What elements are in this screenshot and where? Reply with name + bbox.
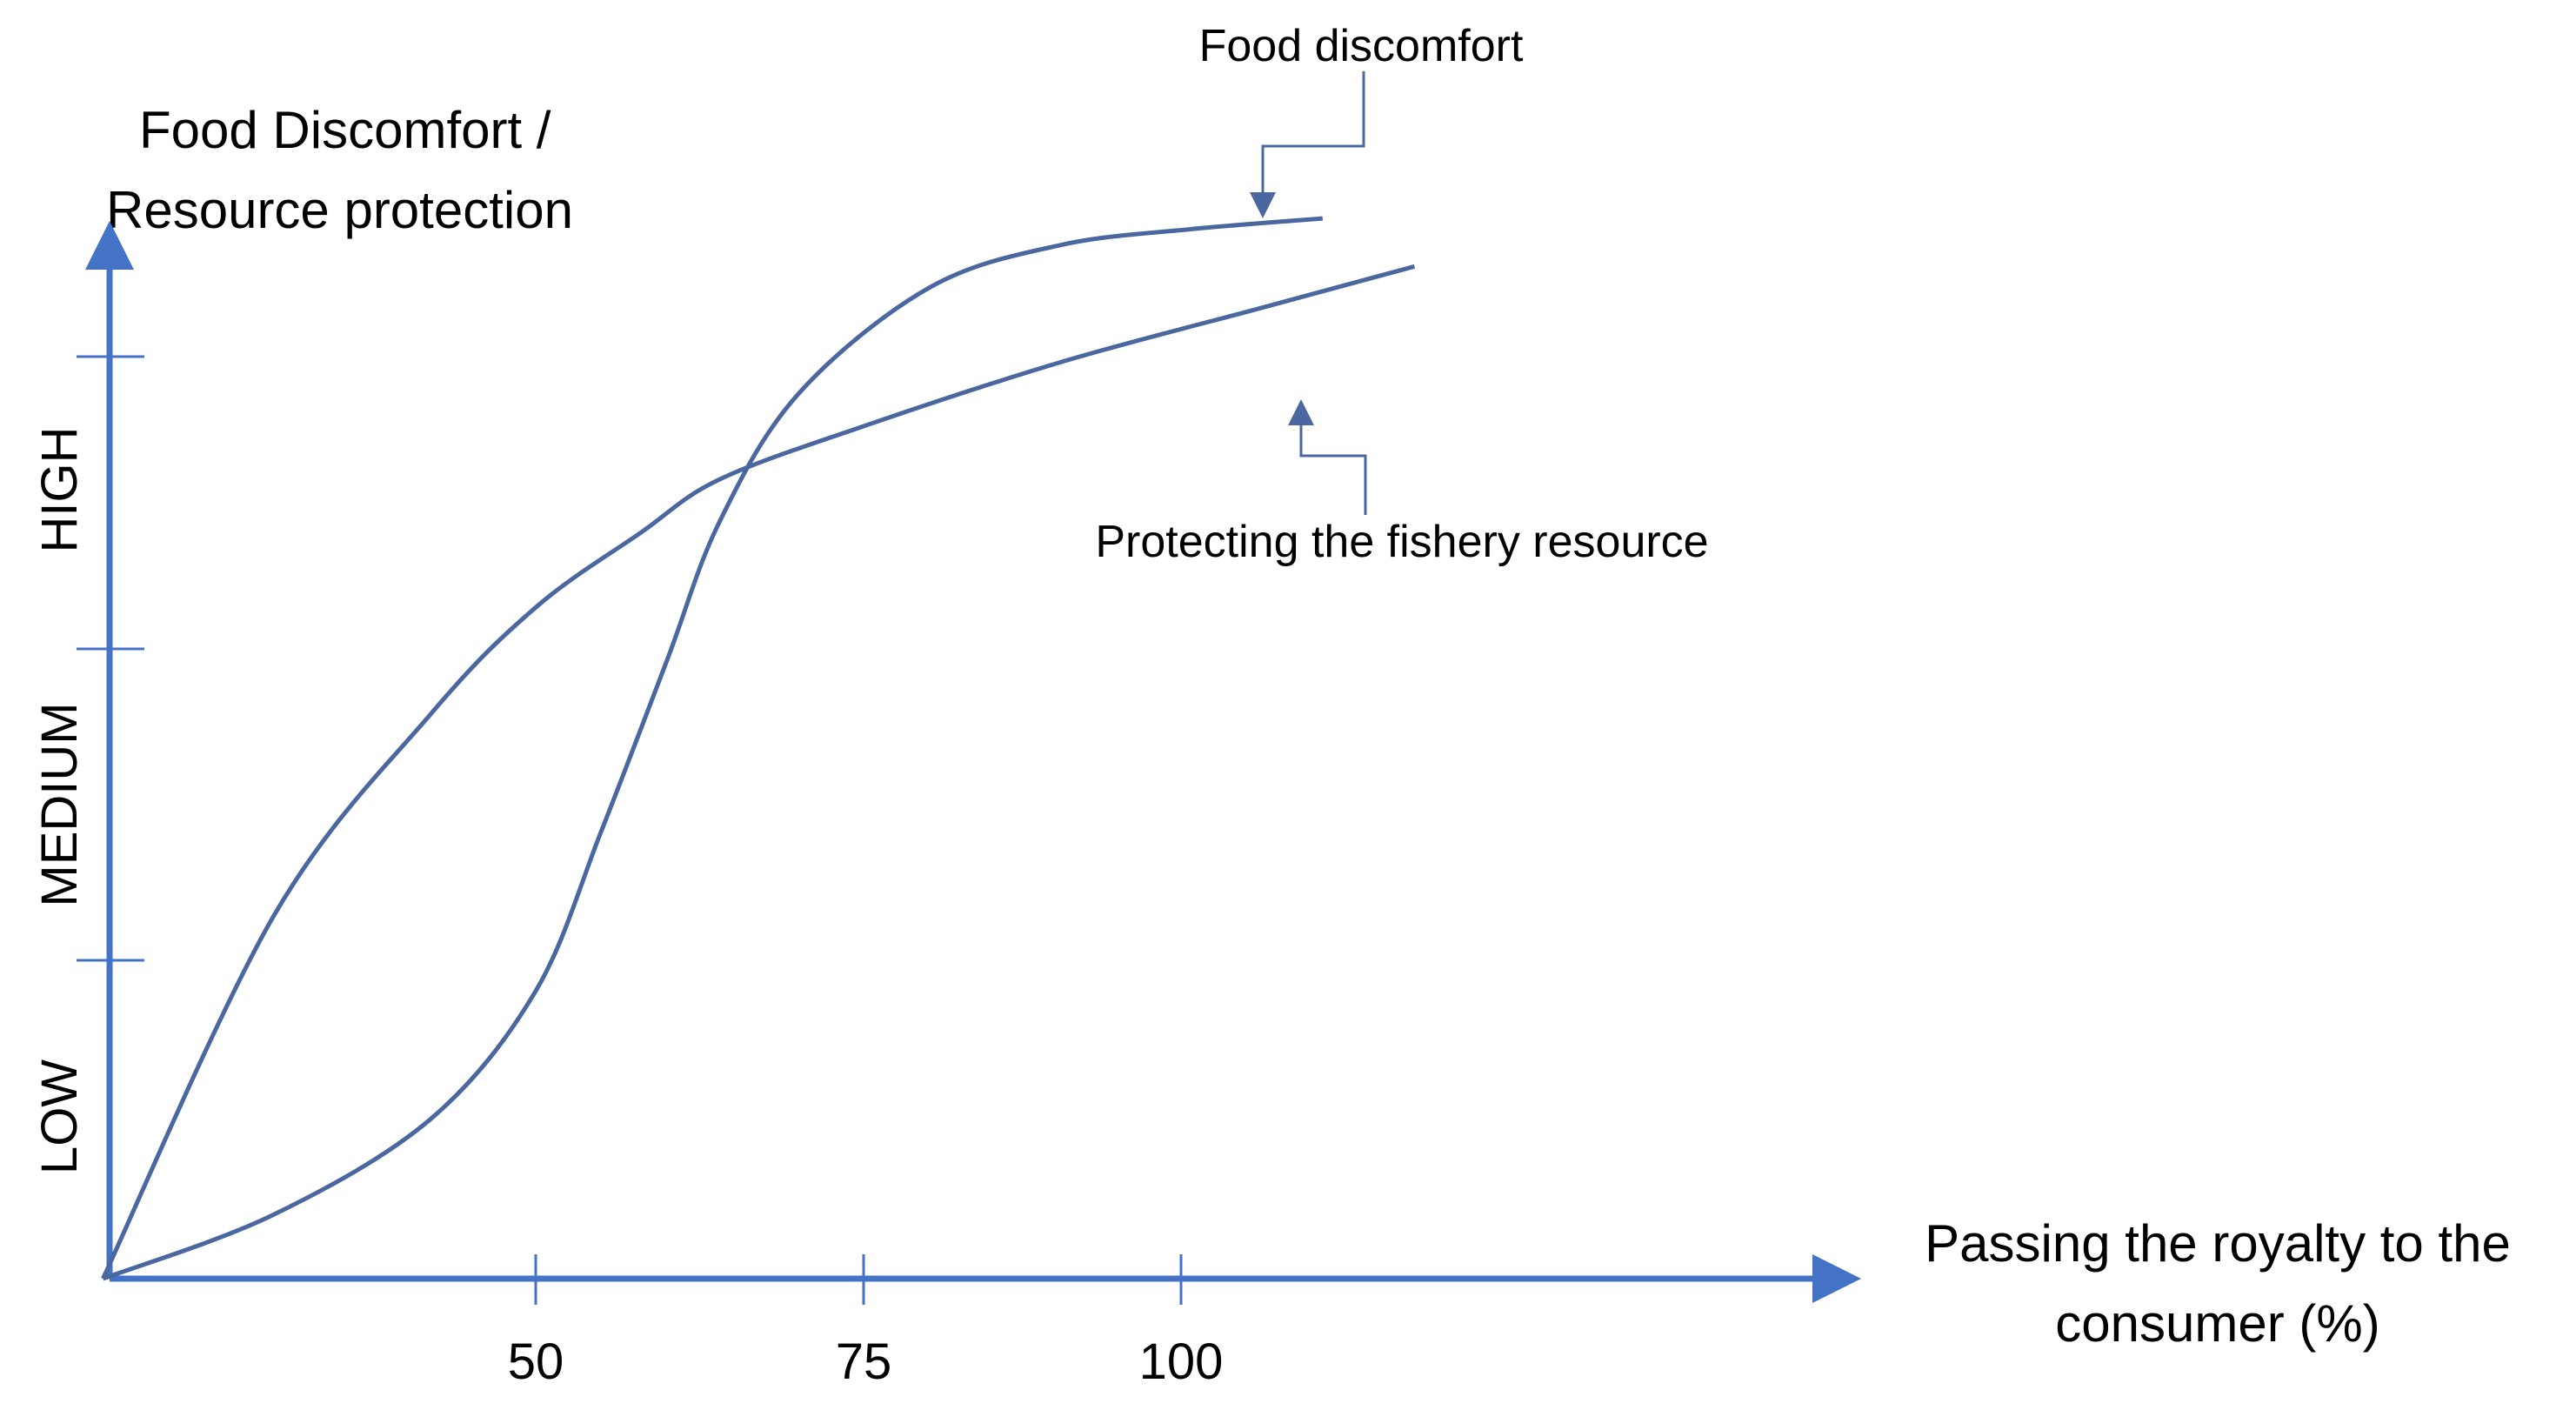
series-line-food-discomfort <box>102 216 1324 1281</box>
x-axis-title-line-2: consumer (%) <box>2055 1294 2379 1353</box>
x-tick-label-75: 75 <box>836 1333 892 1390</box>
annotation-protecting-fishery-resource: Protecting the fishery resource <box>1095 517 1708 567</box>
x-tick-label-100: 100 <box>1139 1333 1224 1390</box>
y-level-medium: MEDIUM <box>31 702 88 906</box>
annotation-food-discomfort: Food discomfort <box>1199 21 1524 71</box>
callout-arrow-protecting-fishery-resource <box>1288 399 1367 515</box>
y-level-low: LOW <box>31 1059 88 1174</box>
x-tick-label-50: 50 <box>508 1333 564 1390</box>
x-axis-title-line-1: Passing the royalty to the <box>1925 1214 2511 1273</box>
y-axis-title-line-1: Food Discomfort / <box>139 101 551 159</box>
y-level-high: HIGH <box>31 427 88 553</box>
callout-arrow-food-discomfort <box>1250 71 1365 218</box>
y-axis-title-line-2: Resource protection <box>106 181 573 239</box>
series-line-protecting-fishery-resource <box>101 264 1416 1280</box>
